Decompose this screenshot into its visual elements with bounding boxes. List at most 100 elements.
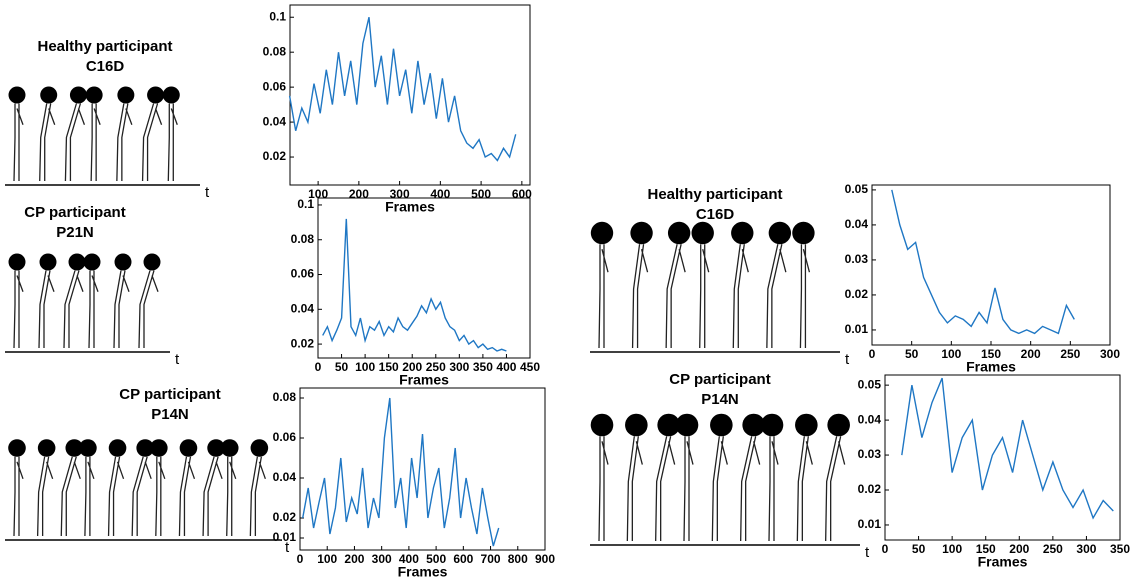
figure-body — [799, 244, 811, 349]
x-tick-label: 450 — [520, 360, 540, 374]
y-tick-label: 0.08 — [273, 390, 297, 404]
y-tick-label: 0.03 — [845, 252, 869, 266]
figure-body — [131, 456, 152, 537]
plot-frame — [289, 4, 531, 186]
figure-head — [731, 221, 754, 245]
figure-head — [657, 413, 680, 437]
stick-figure — [590, 413, 614, 542]
panel-title: Healthy participant — [647, 186, 782, 203]
figure-head — [162, 86, 180, 104]
figure-body — [141, 103, 163, 182]
x-tick-label: 200 — [402, 360, 422, 374]
y-tick-label: 0.04 — [273, 470, 297, 484]
stick-figure — [113, 253, 132, 349]
x-tick-label: 300 — [372, 552, 392, 566]
figure-body — [249, 456, 266, 537]
x-tick-label: 350 — [473, 360, 493, 374]
x-axis-label: Frames — [398, 564, 448, 580]
figure-body — [36, 456, 54, 537]
stick-figure — [178, 439, 198, 537]
data-line — [302, 397, 500, 547]
figure-body — [178, 456, 196, 537]
figure-head — [179, 439, 198, 457]
figure-head — [792, 221, 815, 245]
y-tick-label: 0.02 — [845, 287, 869, 301]
figure-head — [8, 86, 26, 104]
figure-body — [655, 436, 676, 542]
x-tick-label: 300 — [449, 360, 469, 374]
x-tick-label: 250 — [1060, 347, 1080, 361]
stick-figure — [150, 439, 168, 537]
x-tick-label: 300 — [1100, 347, 1120, 361]
time-axis-label: t — [285, 539, 290, 556]
x-tick-label: 600 — [453, 552, 473, 566]
x-tick-label: 200 — [349, 187, 369, 201]
figure-body — [88, 270, 99, 349]
stick-figure — [665, 221, 691, 349]
time-axis-label: t — [175, 351, 180, 368]
x-tick-label: 900 — [535, 552, 555, 566]
panel-id: P21N — [56, 224, 94, 241]
panel-title: CP participant — [24, 204, 125, 221]
stick-figure — [825, 413, 850, 542]
y-tick-label: 0.08 — [291, 232, 315, 246]
stick-figure — [630, 221, 653, 349]
stick-figure — [249, 439, 269, 537]
stick-figure — [39, 86, 58, 182]
stick-figure — [675, 413, 699, 542]
y-tick-label: 0.05 — [845, 182, 869, 196]
data-line — [288, 17, 517, 162]
data-line — [322, 218, 507, 352]
figure-head — [768, 221, 792, 245]
stick-figure — [38, 253, 57, 349]
stick-figure — [8, 253, 26, 349]
x-tick-label: 100 — [942, 542, 962, 556]
figure-body — [825, 436, 846, 542]
figure-body — [13, 270, 24, 349]
time-axis-label: t — [205, 184, 210, 201]
panel-title: Healthy participant — [37, 38, 172, 55]
figure-body — [90, 103, 101, 182]
y-tick-label: 0.1 — [269, 9, 286, 23]
stick-figure — [202, 439, 225, 537]
figure-head — [675, 413, 699, 437]
x-tick-label: 50 — [912, 542, 926, 556]
stick-figure — [766, 221, 792, 349]
figure-body — [631, 244, 649, 349]
figure-body — [138, 270, 159, 349]
figure-body — [626, 436, 643, 542]
figure-head — [630, 221, 653, 245]
x-tick-label: 0 — [297, 552, 304, 566]
figure-head — [207, 439, 225, 457]
x-tick-label: 100 — [941, 347, 961, 361]
stick-figure — [710, 413, 733, 542]
panel-id: P14N — [701, 391, 739, 408]
stick-figure — [116, 86, 135, 182]
figure-head — [143, 253, 161, 271]
figure-body — [13, 456, 24, 537]
figure-body — [740, 436, 761, 542]
x-tick-label: 100 — [355, 360, 375, 374]
figure-head — [710, 413, 733, 437]
figure-head — [691, 221, 714, 245]
stick-figure — [792, 221, 815, 349]
figure-body — [39, 103, 56, 182]
y-tick-label: 0.04 — [858, 412, 882, 426]
x-tick-label: 150 — [379, 360, 399, 374]
x-tick-label: 100 — [317, 552, 337, 566]
figure-head — [147, 86, 165, 104]
figure-body — [683, 436, 694, 542]
stick-figure — [590, 221, 614, 349]
x-tick-label: 0 — [315, 360, 322, 374]
y-tick-label: 0.02 — [291, 336, 315, 350]
stick-figure — [107, 439, 127, 537]
figure-head — [590, 413, 614, 437]
x-tick-label: 150 — [981, 347, 1001, 361]
y-tick-label: 0.06 — [291, 267, 315, 281]
y-tick-label: 0.03 — [858, 447, 882, 461]
figure-head — [40, 86, 58, 104]
stick-figure — [64, 86, 87, 182]
x-tick-label: 400 — [399, 552, 419, 566]
stick-figure — [79, 439, 97, 537]
